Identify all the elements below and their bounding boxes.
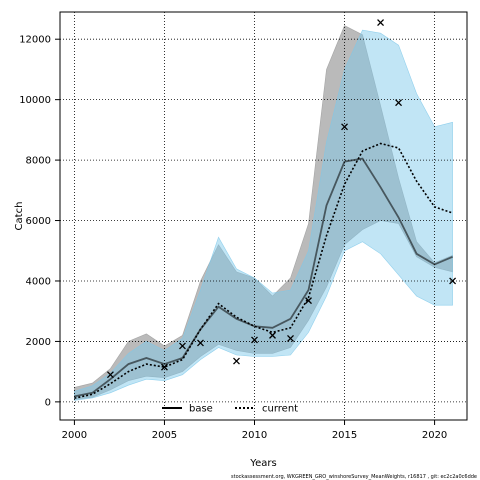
- observation-point-2002: [106, 371, 114, 379]
- observation-point-2012: [287, 334, 294, 342]
- footer-credit: stockassessment.org, WKGREEN_GRO_winshor…: [231, 474, 477, 480]
- confidence-bands: [74, 25, 453, 401]
- x-tick-label-2005: 2005: [152, 430, 177, 441]
- y-tick-label-12000: 12000: [19, 35, 51, 46]
- legend-label-base: base: [189, 404, 213, 415]
- observation-point-2021: [449, 277, 457, 285]
- observation-point-2007: [197, 339, 204, 347]
- y-axis-label: Catch: [14, 202, 25, 231]
- observation-point-2011: [269, 331, 276, 339]
- observation-point-2010: [251, 336, 258, 344]
- y-tick-label-6000: 6000: [26, 216, 51, 227]
- observation-point-2015: [341, 123, 348, 131]
- x-tick-label-2000: 2000: [62, 430, 87, 441]
- series-lines: [74, 142, 453, 399]
- band-current: [74, 29, 453, 401]
- observation-point-2005: [160, 363, 168, 371]
- observation-point-2006: [179, 342, 186, 350]
- line-base: [74, 157, 453, 398]
- observation-point-2013: [305, 297, 312, 305]
- gridlines: [60, 12, 467, 420]
- y-axis-ticks: 0 2000 4000 6000 8000 10000 12000: [19, 35, 60, 408]
- x-tick-label-2015: 2015: [332, 430, 357, 441]
- x-axis-ticks: 2000 2005 2010 2015 2020: [62, 420, 447, 441]
- x-tick-label-2010: 2010: [242, 430, 267, 441]
- observation-point-2009: [233, 357, 240, 365]
- y-tick-label-2000: 2000: [26, 337, 51, 348]
- legend-label-current: current: [262, 404, 298, 415]
- y-tick-label-0: 0: [45, 397, 51, 408]
- y-tick-label-4000: 4000: [26, 276, 51, 287]
- y-tick-label-10000: 10000: [19, 95, 51, 106]
- observation-point-2018: [395, 99, 403, 107]
- legend: base current: [162, 404, 298, 415]
- x-tick-label-2020: 2020: [422, 430, 447, 441]
- observation-markers: [106, 19, 457, 379]
- line-current: [74, 142, 453, 399]
- y-tick-label-8000: 8000: [26, 156, 51, 167]
- x-axis-label: Years: [249, 458, 276, 469]
- plot-frame: [59, 11, 468, 421]
- observation-point-2017: [377, 19, 385, 27]
